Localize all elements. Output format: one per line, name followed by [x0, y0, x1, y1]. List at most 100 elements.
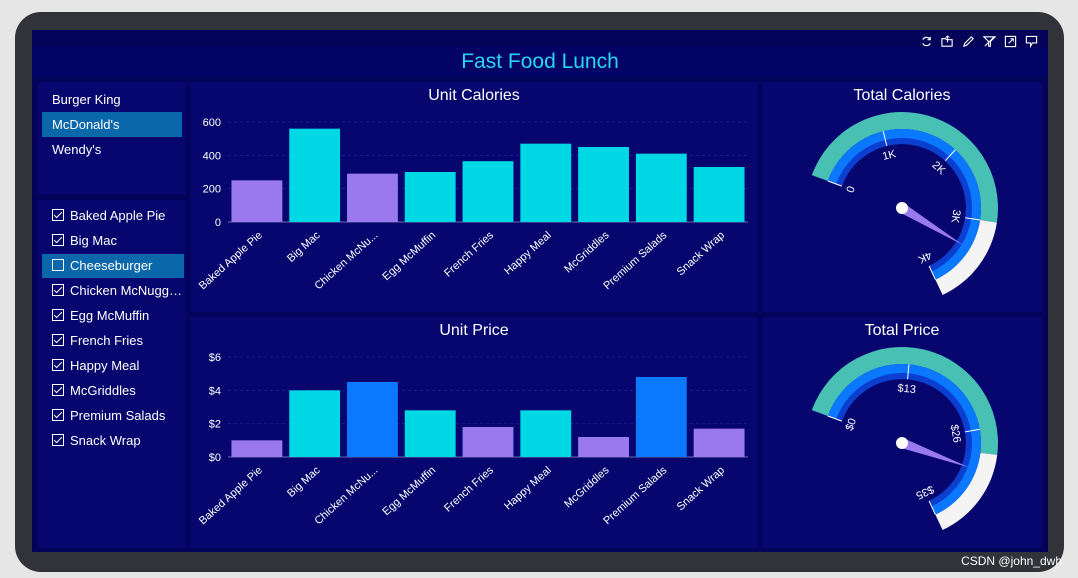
calories-bar-mcgriddles[interactable]	[578, 147, 629, 222]
price-y-tick-label: $4	[209, 385, 221, 397]
calories-bar-premium-salads[interactable]	[635, 153, 687, 222]
price-bar-chicken-mcnu[interactable]	[347, 382, 398, 457]
edit-icon[interactable]	[960, 34, 977, 49]
comment-icon[interactable]	[1023, 34, 1040, 49]
dashboard: Fast Food Lunch Burger King McDonald's Wen…	[32, 30, 1048, 552]
refresh-icon[interactable]	[918, 34, 935, 49]
calories-gauge-band-0	[811, 111, 998, 223]
price-x-tick-label: McGriddles	[562, 464, 612, 510]
menu-item-label: Cheeseburger	[70, 258, 153, 273]
restaurant-item-mcdonald-s[interactable]: McDonald's	[42, 112, 182, 137]
price-x-tick-label: Egg McMuffin	[380, 464, 438, 518]
calories-gauge-needle-hub	[896, 202, 908, 214]
calories-x-tick-label: Snack Wrap	[675, 229, 727, 278]
total-calories-gauge: 0 1K 2K 3K 4K	[811, 111, 998, 296]
calories-gauge-tick	[928, 265, 936, 280]
menu-item-label: Snack Wrap	[70, 433, 141, 448]
price-x-tick-label: Chicken McNu...	[312, 464, 380, 527]
calories-gauge-tick-label: 3K	[948, 209, 962, 225]
calories-gauge-tick-label: 1K	[881, 148, 898, 163]
toolbar	[918, 34, 1040, 50]
expand-icon[interactable]	[1002, 34, 1019, 49]
checkbox[interactable]	[52, 334, 64, 346]
price-gauge-tick-label: $0	[844, 417, 859, 433]
calories-bar-egg-mcmuffin[interactable]	[404, 172, 456, 222]
calories-x-tick-label: Big Mac	[285, 229, 323, 265]
menu-item-happy-meal[interactable]: Happy Meal	[42, 354, 184, 378]
calories-bar-baked-apple-pie[interactable]	[231, 180, 283, 222]
price-bar-mcgriddles[interactable]	[578, 437, 629, 457]
price-gauge-band-1	[935, 452, 998, 531]
open-folder-icon[interactable]	[939, 34, 956, 49]
checkbox[interactable]	[52, 234, 64, 246]
checkbox[interactable]	[52, 259, 64, 271]
checkbox[interactable]	[52, 359, 64, 371]
price-gauge-tick-label: $35	[914, 483, 936, 502]
menu-item-chicken-mcnugg[interactable]: Chicken McNugg…	[42, 279, 184, 303]
menu-item-cheeseburger[interactable]: Cheeseburger	[42, 254, 184, 278]
price-bar-premium-salads[interactable]	[635, 377, 687, 457]
price-y-tick-label: $0	[209, 452, 221, 464]
calories-bar-big-mac[interactable]	[289, 128, 341, 222]
price-bar-egg-mcmuffin[interactable]	[404, 410, 456, 457]
checkbox[interactable]	[52, 409, 64, 421]
menu-item-baked-apple-pie[interactable]: Baked Apple Pie	[42, 204, 184, 228]
calories-x-tick-label: Egg McMuffin	[380, 229, 438, 283]
calories-y-tick-label: 200	[203, 184, 221, 196]
total-calories-panel: Total Calories 0 1K 2K 3K 4K	[762, 82, 1042, 312]
price-x-tick-label: Big Mac	[285, 464, 323, 500]
restaurant-item-burger-king[interactable]: Burger King	[52, 92, 121, 107]
calories-bar-snack-wrap[interactable]	[693, 167, 745, 222]
calories-gauge-band-1	[935, 220, 997, 296]
checkbox[interactable]	[52, 434, 64, 446]
price-gauge-tick-label: $13	[897, 382, 916, 396]
price-bar-french-fries[interactable]	[462, 427, 514, 457]
calories-y-tick-label: 0	[215, 217, 221, 229]
unit-price-title: Unit Price	[439, 322, 509, 339]
price-bar-happy-meal[interactable]	[520, 410, 572, 457]
price-x-tick-label: Snack Wrap	[675, 464, 727, 513]
filter-clear-icon[interactable]	[981, 34, 998, 49]
menu-item-snack-wrap[interactable]: Snack Wrap	[42, 429, 184, 453]
price-gauge-tick	[928, 500, 936, 515]
menu-item-big-mac[interactable]: Big Mac	[42, 229, 184, 253]
calories-bar-happy-meal[interactable]	[520, 143, 572, 222]
price-bar-baked-apple-pie[interactable]	[231, 440, 283, 457]
restaurant-item-wendy-s[interactable]: Wendy's	[52, 142, 102, 157]
checkbox[interactable]	[52, 384, 64, 396]
calories-x-tick-label: Baked Apple Pie	[197, 229, 265, 292]
unit-calories-panel: Unit Calories 0 200 400 600 Baked Apple Pie B…	[190, 82, 758, 312]
menu-item-label: Happy Meal	[70, 358, 140, 373]
price-bar-big-mac[interactable]	[289, 390, 341, 457]
calories-gauge-tick	[827, 180, 843, 187]
menu-item-label: Egg McMuffin	[70, 308, 150, 323]
menu-item-french-fries[interactable]: French Fries	[42, 329, 184, 353]
calories-x-tick-label: French Fries	[442, 229, 496, 280]
calories-bar-chicken-mcnu[interactable]	[347, 173, 398, 222]
calories-x-tick-label: Chicken McNu...	[312, 229, 380, 292]
price-gauge-band-0	[811, 347, 998, 455]
menu-item-egg-mcmuffin[interactable]: Egg McMuffin	[42, 304, 184, 328]
menu-item-premium-salads[interactable]: Premium Salads	[42, 404, 184, 428]
checkbox[interactable]	[52, 284, 64, 296]
calories-bar-french-fries[interactable]	[462, 161, 514, 222]
total-price-panel: Total Price $0 $13 $26 $35	[762, 317, 1042, 548]
price-bar-snack-wrap[interactable]	[693, 428, 745, 457]
menu-item-panel: Baked Apple Pie Big Mac Cheeseburger Chicke…	[38, 200, 186, 548]
menu-item-label: Baked Apple Pie	[70, 208, 166, 223]
calories-gauge-needle	[899, 203, 964, 246]
checkbox[interactable]	[52, 309, 64, 321]
price-gauge-needle-hub	[896, 437, 908, 449]
menu-item-mcgriddles[interactable]: McGriddles	[42, 379, 184, 403]
menu-item-label: McGriddles	[70, 383, 136, 398]
total-price-gauge: $0 $13 $26 $35	[811, 347, 998, 531]
title-bar: Fast Food Lunch	[32, 47, 1048, 77]
menu-item-label: Big Mac	[70, 233, 117, 248]
price-x-tick-label: Baked Apple Pie	[197, 464, 265, 527]
menu-item-label: French Fries	[70, 333, 143, 348]
calories-gauge-tick-label: 4K	[916, 249, 934, 266]
menu-item-label: Chicken McNugg…	[70, 283, 182, 298]
calories-x-tick-label: McGriddles	[562, 229, 612, 275]
checkbox[interactable]	[52, 209, 64, 221]
